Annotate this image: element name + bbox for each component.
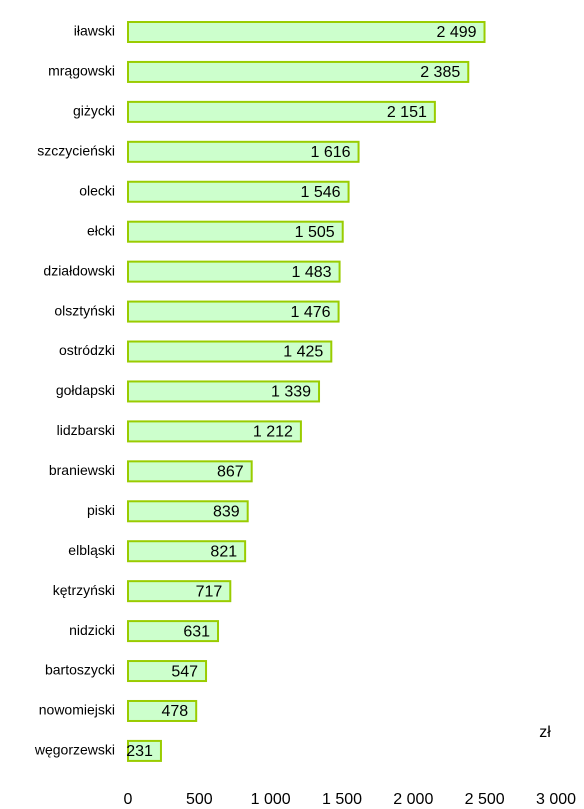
x-tick-label: 2 500 bbox=[465, 791, 505, 808]
value-label: 821 bbox=[210, 543, 237, 560]
value-label: 1 339 bbox=[271, 384, 311, 401]
bar bbox=[127, 460, 253, 483]
y-tick-label: bartoszycki bbox=[45, 662, 115, 678]
value-label: 631 bbox=[183, 623, 210, 640]
y-tick-label: olsztyński bbox=[54, 302, 115, 318]
y-tick-label: ostródzki bbox=[59, 342, 115, 358]
value-label: 1 476 bbox=[291, 304, 331, 321]
y-tick-label: gołdapski bbox=[56, 382, 115, 398]
bar bbox=[127, 180, 350, 203]
value-label: 867 bbox=[217, 464, 244, 481]
value-label: 1 483 bbox=[292, 264, 332, 281]
y-tick-label: braniewski bbox=[49, 462, 115, 478]
bar bbox=[127, 300, 340, 323]
bar bbox=[127, 739, 162, 762]
value-label: 2 385 bbox=[420, 64, 460, 81]
value-label: 839 bbox=[213, 503, 240, 520]
value-label: 478 bbox=[161, 703, 188, 720]
value-label: 717 bbox=[196, 583, 223, 600]
y-tick-label: nidzicki bbox=[69, 622, 115, 638]
unit-annotation: zł bbox=[539, 724, 551, 741]
x-tick-label: 3 000 bbox=[536, 791, 576, 808]
bar bbox=[127, 340, 333, 363]
x-tick-label: 500 bbox=[186, 791, 213, 808]
bar bbox=[127, 620, 220, 643]
bar bbox=[127, 660, 208, 683]
bar bbox=[127, 380, 321, 403]
y-tick-label: szczycieński bbox=[37, 143, 115, 159]
y-tick-label: działdowski bbox=[43, 262, 115, 278]
y-tick-label: mrągowski bbox=[48, 63, 115, 79]
y-tick-label: elbląski bbox=[68, 542, 115, 558]
bar bbox=[127, 580, 232, 603]
value-label: 1 616 bbox=[311, 144, 351, 161]
value-label: 2 151 bbox=[387, 104, 427, 121]
value-label: 2 499 bbox=[436, 24, 476, 41]
value-label: 231 bbox=[126, 743, 153, 760]
bar bbox=[127, 500, 249, 523]
x-tick-label: 2 000 bbox=[393, 791, 433, 808]
bar bbox=[127, 60, 470, 83]
value-label: 1 505 bbox=[295, 224, 335, 241]
y-tick-label: iławski bbox=[74, 23, 115, 39]
bar bbox=[127, 220, 344, 243]
value-label: 1 425 bbox=[283, 344, 323, 361]
bar bbox=[127, 100, 436, 123]
y-tick-label: piski bbox=[87, 502, 115, 518]
y-tick-label: olecki bbox=[79, 182, 115, 198]
x-tick-label: 0 bbox=[124, 791, 133, 808]
value-label: 547 bbox=[171, 663, 198, 680]
x-tick-label: 1 500 bbox=[322, 791, 362, 808]
bar bbox=[127, 140, 360, 163]
x-tick-label: 1 000 bbox=[251, 791, 291, 808]
y-tick-label: nowomiejski bbox=[39, 702, 115, 718]
y-tick-label: lidzbarski bbox=[57, 422, 115, 438]
value-label: 1 212 bbox=[253, 424, 293, 441]
y-tick-label: ełcki bbox=[87, 222, 115, 238]
bar bbox=[127, 260, 341, 283]
bar bbox=[127, 21, 486, 43]
bar bbox=[127, 420, 302, 443]
y-tick-label: węgorzewski bbox=[34, 742, 115, 758]
bar bbox=[127, 540, 247, 563]
y-tick-label: kętrzyński bbox=[53, 582, 115, 598]
y-tick-label: giżycki bbox=[73, 103, 115, 119]
bar bbox=[127, 699, 198, 722]
value-label: 1 546 bbox=[301, 184, 341, 201]
